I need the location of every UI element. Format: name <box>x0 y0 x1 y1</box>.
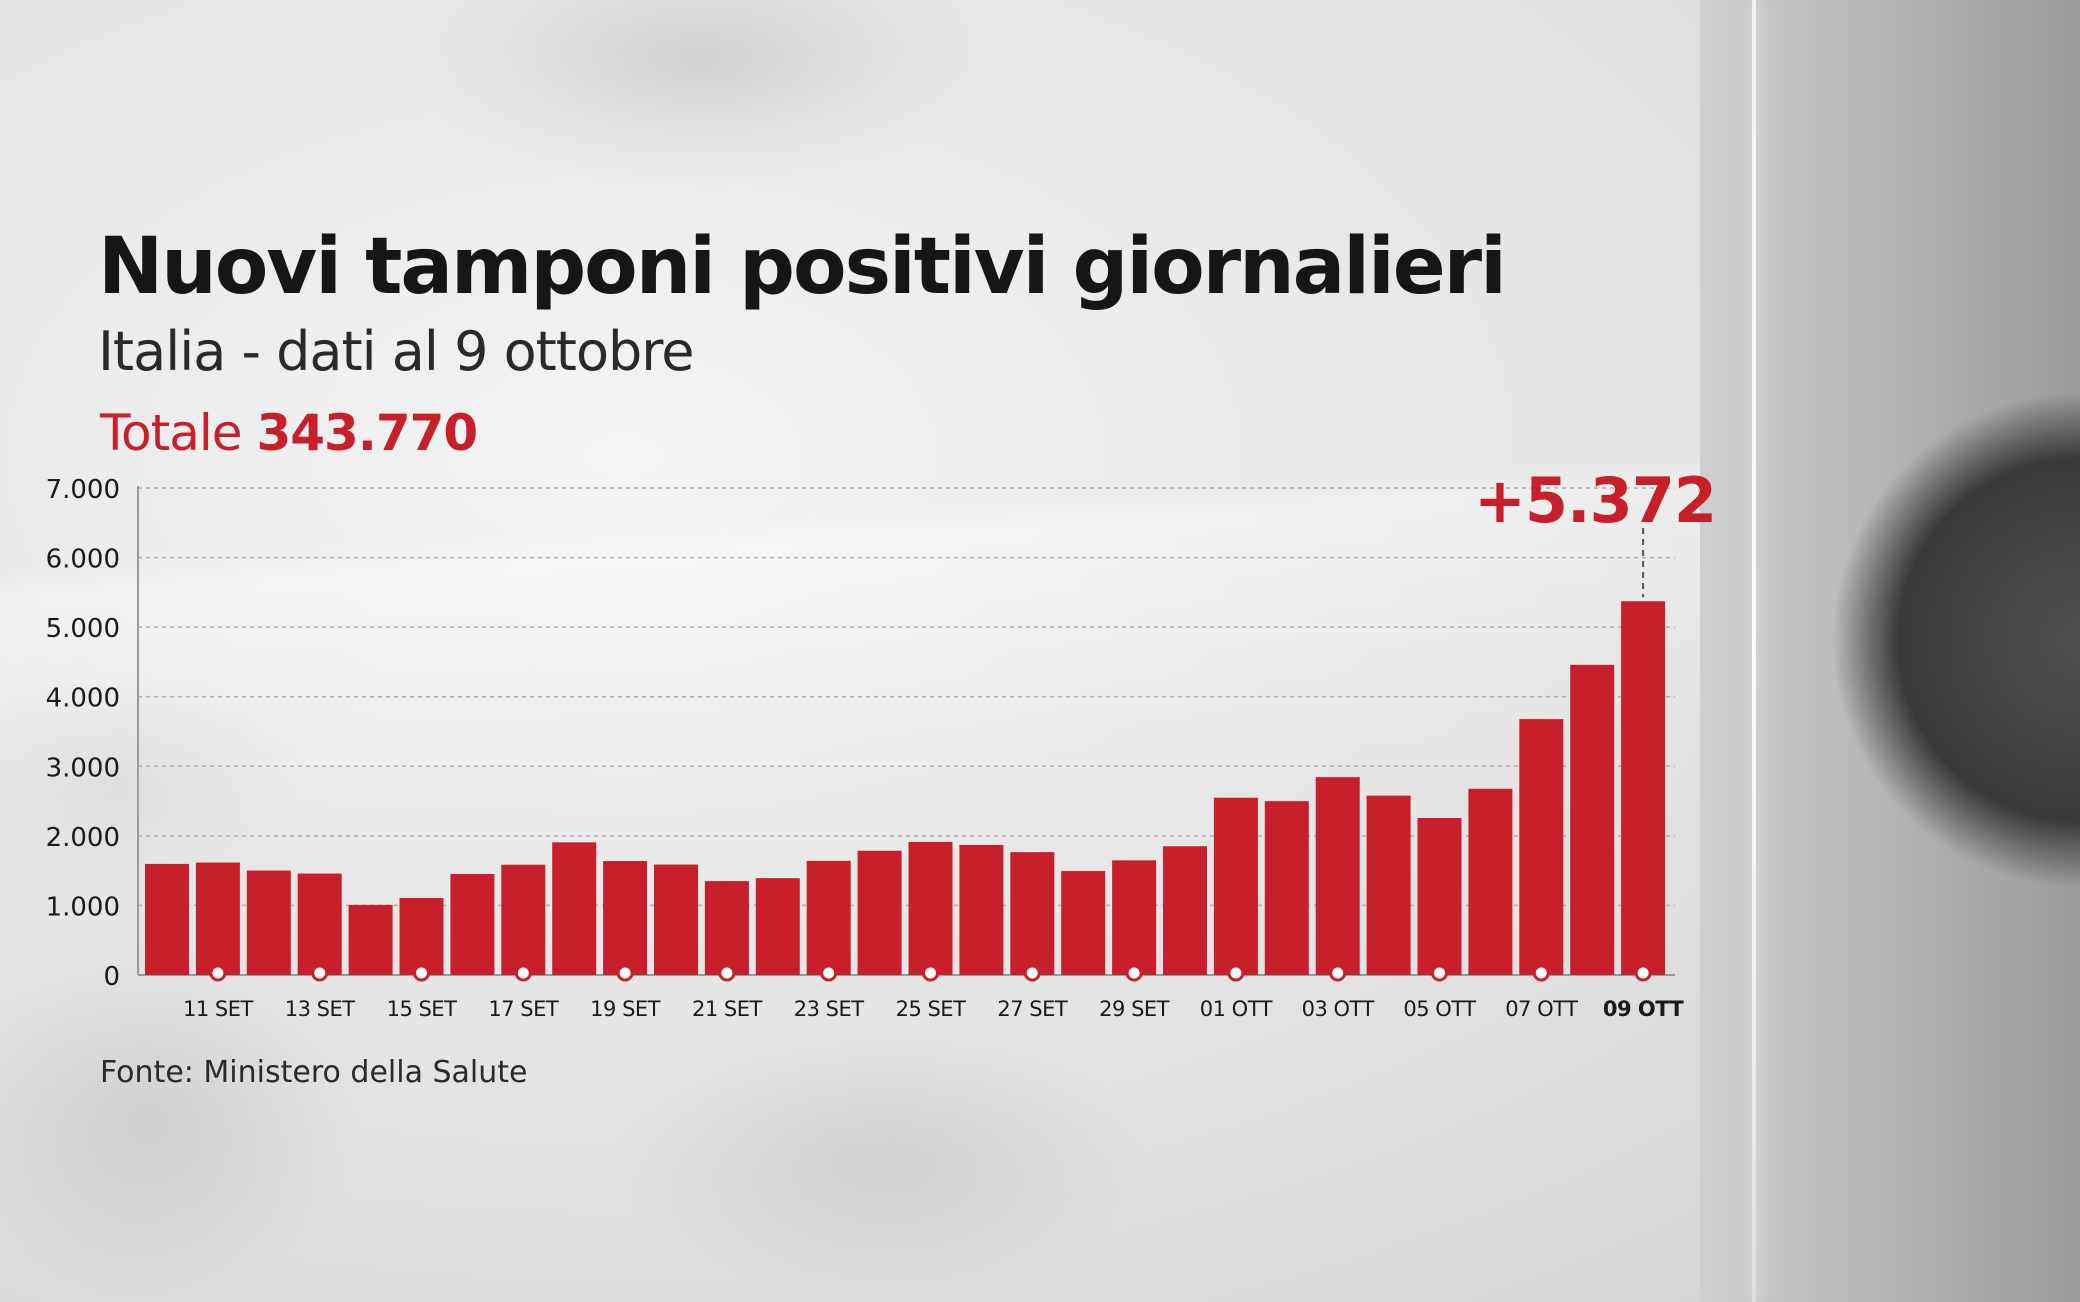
bar <box>806 860 851 975</box>
x-tick-label: 19 SET <box>590 997 660 1021</box>
bar <box>1315 777 1360 975</box>
x-tick-marker <box>514 964 532 982</box>
annotation-value: +5.372 <box>1474 464 1716 537</box>
bar <box>1163 846 1207 975</box>
bar <box>1570 664 1615 975</box>
bar <box>755 878 800 975</box>
bar <box>450 873 495 975</box>
x-tick-marker <box>718 964 736 982</box>
x-tick-marker <box>1329 964 1347 982</box>
bar <box>552 842 597 975</box>
bar <box>246 870 291 975</box>
x-tick-marker <box>1532 964 1550 982</box>
y-tick-label: 6.000 <box>46 545 120 575</box>
x-tick-marker <box>311 964 329 982</box>
bar <box>297 873 342 975</box>
x-tick-marker <box>616 964 634 982</box>
source-note: Fonte: Ministero della Salute <box>100 1055 528 1090</box>
x-tick-label: 21 SET <box>692 997 762 1021</box>
glass-divider <box>1752 0 1756 1302</box>
x-tick-label: 17 SET <box>488 997 558 1021</box>
bar <box>1417 817 1462 975</box>
bar <box>704 881 749 975</box>
y-tick-label: 7.000 <box>46 475 120 505</box>
bar <box>1366 795 1411 975</box>
x-tick-label: 29 SET <box>1099 997 1169 1021</box>
x-tick-label: 03 OTT <box>1302 997 1375 1021</box>
x-tick-marker <box>1125 964 1143 982</box>
bar <box>1468 788 1513 975</box>
x-tick-label: 23 SET <box>794 997 864 1021</box>
bar <box>1264 801 1309 975</box>
x-tick-label: 11 SET <box>183 997 253 1021</box>
bar <box>1213 797 1258 975</box>
y-tick-label: 2.000 <box>46 823 120 853</box>
bar <box>195 862 240 975</box>
x-tick-marker <box>1227 964 1245 982</box>
y-tick-label: 4.000 <box>46 684 120 714</box>
x-tick-label: 09 OTT <box>1603 997 1685 1021</box>
x-tick-marker <box>413 964 430 982</box>
bar <box>654 864 698 975</box>
chart-title: Nuovi tamponi positivi giornalieri <box>98 222 1507 312</box>
x-tick-marker <box>1023 964 1041 982</box>
x-tick-marker <box>922 964 939 982</box>
bar <box>857 850 902 975</box>
y-tick-label: 0 <box>103 962 120 992</box>
bar <box>1010 852 1055 975</box>
x-tick-label: 15 SET <box>387 997 457 1021</box>
x-tick-label: 25 SET <box>896 997 966 1021</box>
chart-subtitle: Italia - dati al 9 ottobre <box>98 320 695 383</box>
x-tick-marker <box>1634 964 1652 982</box>
bar <box>399 897 444 975</box>
virus-image-panel <box>1700 0 2080 1302</box>
world-map-background <box>0 0 1760 1302</box>
y-tick-label: 5.000 <box>46 614 120 644</box>
x-tick-marker <box>209 964 227 982</box>
x-tick-label: 13 SET <box>285 997 355 1021</box>
bar <box>908 841 953 975</box>
bar <box>1061 871 1106 975</box>
light-band <box>0 0 1760 1302</box>
y-tick-label: 3.000 <box>46 753 120 783</box>
bar <box>501 864 546 975</box>
x-tick-marker <box>1431 964 1448 982</box>
bar <box>348 904 393 975</box>
x-tick-label: 27 SET <box>997 997 1067 1021</box>
x-tick-label: 01 OTT <box>1200 997 1273 1021</box>
bar <box>145 863 189 975</box>
bar <box>1519 719 1564 975</box>
total-value: 343.770 <box>256 404 478 462</box>
bar <box>1621 601 1666 975</box>
y-tick-label: 1.000 <box>46 892 120 922</box>
bar <box>959 844 1004 975</box>
x-tick-label: 05 OTT <box>1403 997 1476 1021</box>
total-line: Totale 343.770 <box>100 404 478 462</box>
x-tick-label: 07 OTT <box>1505 997 1578 1021</box>
total-label: Totale <box>100 404 243 462</box>
bar <box>603 861 648 975</box>
x-tick-marker <box>820 964 838 982</box>
bar <box>1112 860 1157 975</box>
